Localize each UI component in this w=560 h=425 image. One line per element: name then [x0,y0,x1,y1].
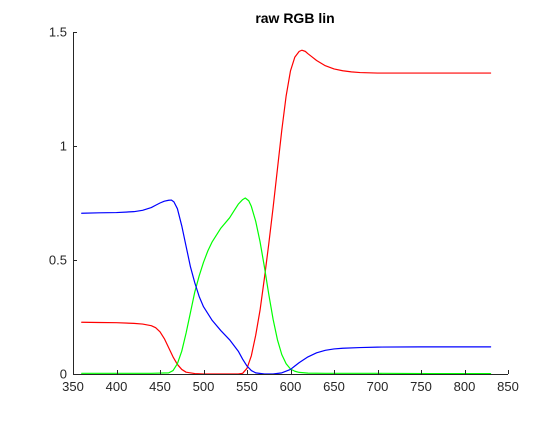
x-tick-label: 800 [454,379,476,394]
y-tick-label: 1.5 [49,25,67,40]
x-tick-label: 700 [367,379,389,394]
series-group [81,49,492,375]
x-tick-label: 650 [323,379,345,394]
x-tick-label: 750 [410,379,432,394]
chart-title: raw RGB lin [255,10,334,26]
series-line-1 [81,197,492,375]
x-tick-label: 500 [193,379,215,394]
series-line-0 [81,49,492,375]
x-tick-label: 600 [280,379,302,394]
y-tick-label: 0.5 [49,253,67,268]
x-tick-label: 850 [497,379,519,394]
series-line-2 [81,199,492,375]
axes: 350 400 450 500 550 600 650 700 750 800 850 0 0.5 1 1.… [49,25,519,395]
y-tick-label: 1 [60,139,67,154]
x-tick-label: 350 [62,379,84,394]
x-tick-label: 400 [106,379,128,394]
x-tick-label: 450 [149,379,171,394]
x-tick-label: 550 [236,379,258,394]
y-tick-label: 0 [60,367,67,382]
